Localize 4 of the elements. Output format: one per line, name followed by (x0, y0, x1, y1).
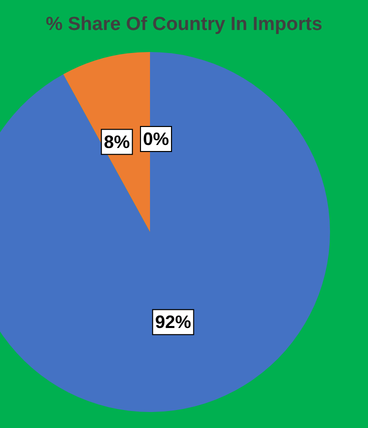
chart-title: % Share Of Country In Imports (46, 14, 322, 35)
data-label: 92% (155, 312, 192, 332)
data-label: 8% (104, 132, 130, 152)
text: 0% (142, 129, 170, 149)
